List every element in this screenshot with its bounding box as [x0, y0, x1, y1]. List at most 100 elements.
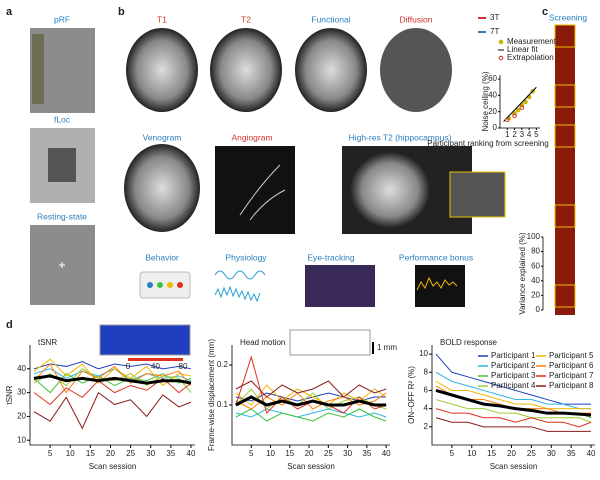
x-tick-label: 1	[505, 130, 510, 139]
x-tick-label: 5	[48, 449, 53, 458]
chart-title: Head motion	[240, 338, 285, 347]
y-tick-label: 10	[419, 349, 428, 358]
y-tick-label: 60	[488, 74, 497, 83]
y-tick-label: 30	[17, 388, 26, 397]
point	[523, 99, 528, 105]
x-tick-label: 15	[487, 449, 496, 458]
x-tick-label: 35	[166, 449, 175, 458]
x-tick-label: 20	[305, 449, 314, 458]
brain-image	[350, 152, 430, 228]
x-tick-label: 5	[534, 130, 539, 139]
physio-trace	[214, 270, 266, 303]
series-line	[235, 355, 387, 414]
brain-image	[124, 144, 200, 232]
series-line	[33, 377, 192, 406]
y-tick-label: 100	[527, 232, 541, 241]
point	[504, 117, 510, 123]
x-tick-label: 10	[66, 449, 75, 458]
panel-title: pRF	[54, 14, 70, 24]
x-tick-label: 5	[249, 449, 254, 458]
colorbar	[128, 358, 183, 361]
y-axis-label: tSNR	[5, 385, 14, 404]
image-title: Behavior	[145, 252, 179, 262]
screening-strip	[555, 25, 575, 315]
x-tick-label: 2	[512, 130, 517, 139]
axes	[231, 345, 390, 446]
fixation-cross	[59, 262, 65, 268]
series-line	[435, 353, 592, 405]
y-tick-label: 40	[531, 276, 540, 285]
y-axis-label: Frame-wise displacement (mm)	[207, 339, 216, 451]
series-line	[435, 399, 592, 423]
y-tick-label: 20	[17, 412, 26, 421]
legend-label: Linear fit	[507, 45, 538, 54]
x-tick-label: 30	[146, 449, 155, 458]
series-line	[435, 371, 592, 410]
brain-image	[210, 28, 282, 112]
series-line	[235, 388, 387, 410]
image-title: Physiology	[225, 252, 267, 262]
x-tick-label: 20	[507, 449, 516, 458]
x-tick-label: 25	[527, 449, 536, 458]
image-title: Venogram	[143, 132, 182, 142]
series-line	[33, 374, 192, 385]
series-line	[435, 380, 592, 410]
legend-label: Participant 7	[549, 371, 594, 380]
x-axis-label: Participant ranking from screening	[427, 139, 548, 148]
brain-image	[295, 28, 367, 112]
x-tick-label: 4	[527, 130, 532, 139]
image-title: Diffusion	[400, 14, 433, 24]
legend-swatch	[498, 39, 504, 45]
legend-label: Participant 6	[549, 361, 594, 370]
legend-label: 3T	[490, 13, 499, 22]
x-tick-label: 15	[285, 449, 294, 458]
y-tick-label: 60	[531, 261, 540, 270]
legend-label: Measurement	[507, 37, 557, 46]
x-axis-label: Scan session	[287, 462, 335, 471]
x-tick-label: 15	[86, 449, 95, 458]
inset-traces	[289, 329, 371, 356]
brain-image	[380, 28, 452, 112]
y-tick-label: 20	[488, 107, 497, 116]
image-title: T1	[157, 14, 167, 24]
legend-label: Participant 2	[491, 361, 536, 370]
x-tick-label: 20	[106, 449, 115, 458]
axes	[431, 345, 595, 446]
y-tick-label: 0.1	[217, 400, 229, 409]
series-line	[435, 389, 592, 417]
y-axis-label: Variance explained (%)	[518, 232, 527, 314]
y-tick-label: 0	[493, 123, 498, 132]
angiogram-image	[215, 146, 295, 234]
point	[515, 107, 521, 113]
x-tick-label: 10	[266, 449, 275, 458]
eye-tracking-image	[305, 265, 375, 307]
axes	[29, 345, 195, 446]
y-tick-label: 8	[424, 367, 429, 376]
x-tick-label: 40	[587, 449, 596, 458]
image-title: High-res T2 (hippocampus)	[349, 132, 452, 142]
x-tick-label: 3	[520, 130, 525, 139]
series-line	[33, 368, 192, 393]
legend-swatch	[498, 55, 504, 61]
x-axis-label: Scan session	[89, 462, 137, 471]
fit-line	[503, 86, 537, 122]
y-tick-label: 40	[17, 364, 26, 373]
y-axis-label: ON–OFF R² (%)	[407, 366, 416, 424]
legend-label: Participant 4	[491, 381, 536, 390]
panel-title: Screening	[549, 12, 588, 22]
legend-label: Participant 5	[549, 351, 594, 360]
series-line	[33, 363, 192, 394]
x-tick-label: 30	[343, 449, 352, 458]
point	[512, 113, 517, 119]
series-line	[235, 408, 387, 422]
series-line	[235, 395, 387, 407]
chart-title: tSNR	[38, 338, 57, 347]
stimulus-corridor	[48, 148, 76, 182]
brain-image	[126, 28, 198, 112]
series-line	[435, 417, 592, 432]
mri-row: T1 T2 Functional Diffusion	[126, 14, 452, 112]
y-tick-label: 2	[424, 422, 429, 431]
panel-label: d	[6, 319, 13, 331]
x-axis-label: Scan session	[490, 462, 538, 471]
